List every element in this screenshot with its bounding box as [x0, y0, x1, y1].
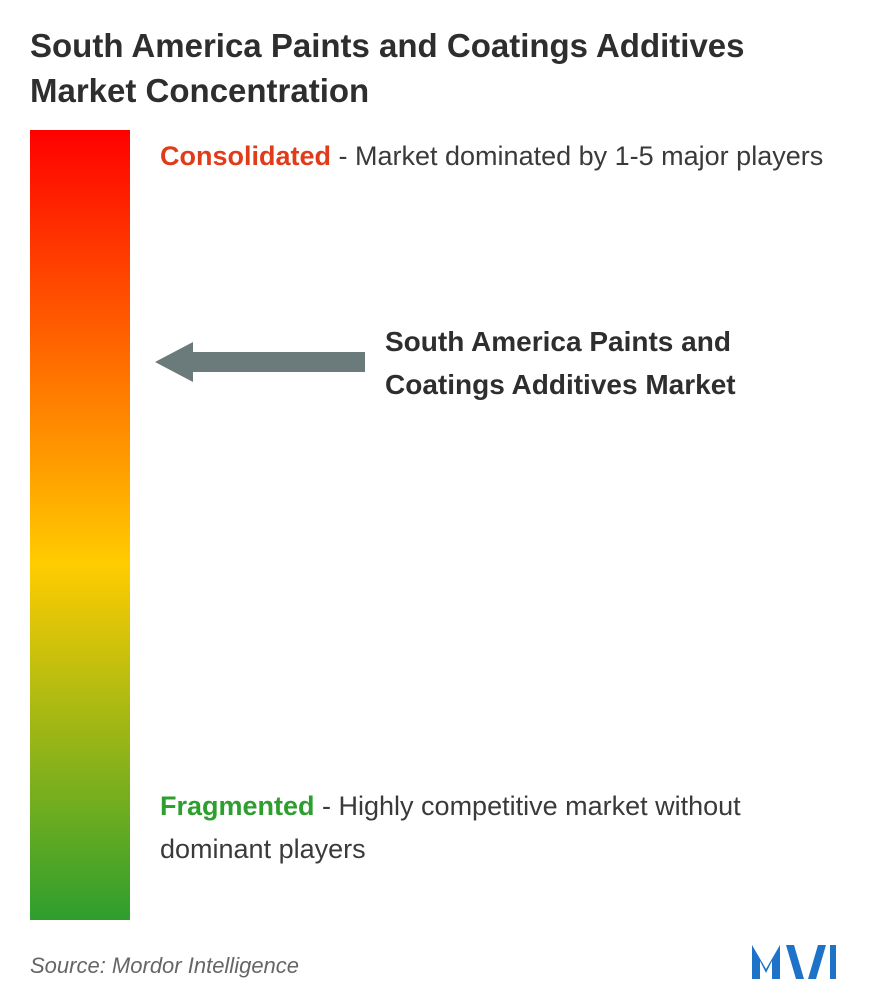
arrow-left-icon	[155, 338, 365, 386]
consolidated-keyword: Consolidated	[160, 141, 331, 171]
source-attribution: Source: Mordor Intelligence	[30, 953, 299, 979]
concentration-gradient-bar	[30, 130, 130, 920]
consolidated-description: Consolidated - Market dominated by 1-5 m…	[160, 135, 838, 178]
fragmented-description: Fragmented - Highly competitive market w…	[160, 785, 838, 871]
fragmented-keyword: Fragmented	[160, 791, 315, 821]
market-position-indicator: South America Paints and Coatings Additi…	[155, 320, 838, 440]
mordor-logo-icon	[748, 935, 848, 983]
consolidated-rest: - Market dominated by 1-5 major players	[331, 141, 823, 171]
market-name-label: South America Paints and Coatings Additi…	[385, 320, 838, 407]
page-title: South America Paints and Coatings Additi…	[30, 24, 848, 113]
